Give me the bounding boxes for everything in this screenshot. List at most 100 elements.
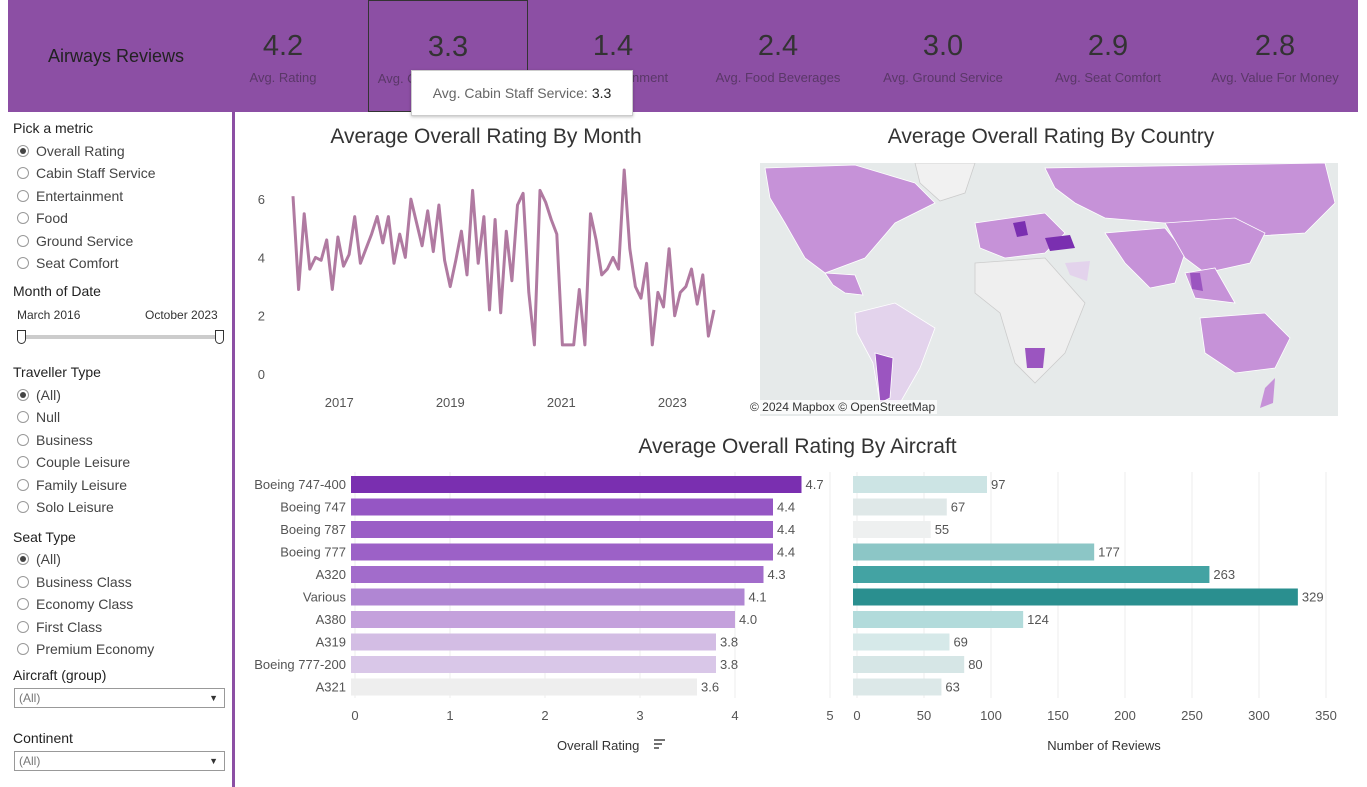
rating-bar[interactable]: [351, 611, 735, 628]
kpi-ground-service[interactable]: 3.0 Avg. Ground Service: [863, 0, 1023, 112]
kpi-seat-comfort[interactable]: 2.9 Avg. Seat Comfort: [1028, 0, 1188, 112]
seat-option-premium-economy[interactable]: Premium Economy: [17, 641, 154, 657]
rating-data-label: 4.1: [749, 590, 767, 605]
kpi-food-beverages[interactable]: 2.4 Avg. Food Beverages: [698, 0, 858, 112]
reviews-bar[interactable]: [853, 588, 1298, 606]
aircraft-category-label: Boeing 777-200: [254, 657, 346, 672]
reviews-bar[interactable]: [853, 566, 1210, 583]
radio-icon: [17, 434, 29, 446]
month-chart-title: Average Overall Rating By Month: [330, 125, 642, 148]
traveller-option-family-leisure[interactable]: Family Leisure: [17, 477, 127, 493]
x-tick-label: 2021: [547, 395, 576, 410]
rating-data-label: 3.8: [720, 657, 738, 672]
radio-label: Cabin Staff Service: [36, 165, 156, 181]
rating-bar[interactable]: [351, 521, 773, 538]
y-tick-label: 6: [258, 192, 265, 207]
x-tick-label: 100: [980, 708, 1002, 723]
radio-label: Food: [36, 210, 68, 226]
radio-icon: [17, 621, 29, 633]
rating-data-label: 3.8: [720, 635, 738, 650]
seat-option-all[interactable]: (All): [17, 551, 61, 567]
radio-icon: [17, 598, 29, 610]
metric-option-overall-rating[interactable]: Overall Rating: [17, 143, 125, 159]
month-line-chart[interactable]: 0 2 4 6 2017 2019 2021 2023: [240, 160, 730, 415]
seat-option-business-class[interactable]: Business Class: [17, 574, 132, 590]
radio-label: Business Class: [36, 574, 132, 590]
kpi-value-for-money[interactable]: 2.8 Avg. Value For Money: [1195, 0, 1355, 112]
rating-bar[interactable]: [351, 656, 716, 673]
rating-data-label: 4.4: [777, 545, 795, 560]
rating-bar[interactable]: [351, 498, 773, 516]
reviews-bar[interactable]: [853, 656, 965, 673]
radio-label: Family Leisure: [36, 477, 128, 493]
kpi-label: Avg. Value For Money: [1211, 70, 1339, 85]
radio-icon: [17, 212, 29, 224]
north-america-shape: [764, 164, 936, 274]
turkey-shape: [1045, 235, 1075, 251]
seat-option-economy-class[interactable]: Economy Class: [17, 596, 133, 612]
slider-start-handle[interactable]: [17, 330, 26, 344]
tooltip-label: Avg. Cabin Staff Service:: [432, 85, 588, 101]
rating-bar[interactable]: [351, 566, 764, 583]
radio-icon: [17, 235, 29, 247]
date-range-slider[interactable]: [19, 335, 222, 339]
slider-end-handle[interactable]: [215, 330, 224, 344]
rating-bar[interactable]: [351, 543, 773, 561]
rating-line-series[interactable]: [291, 168, 716, 347]
aircraft-category-label: Various: [303, 590, 347, 605]
reviews-bar[interactable]: [853, 633, 950, 651]
aircraft-category-label: A321: [316, 680, 346, 695]
reviews-bar[interactable]: [853, 476, 987, 493]
traveller-option-business[interactable]: Business: [17, 432, 93, 448]
rating-bar[interactable]: [351, 588, 745, 606]
metric-option-entertainment[interactable]: Entertainment: [17, 188, 123, 204]
map-margin: [1338, 163, 1357, 416]
reviews-bar[interactable]: [853, 543, 1095, 561]
x-tick-label: 300: [1248, 708, 1270, 723]
aircraft-bar-charts[interactable]: Boeing 747-400 4.7 97 Boeing 747 4.4 67 Boeing…: [240, 468, 1360, 768]
rating-bar[interactable]: [351, 678, 697, 696]
rating-bar[interactable]: [351, 476, 802, 493]
continent-select[interactable]: (All) ▼: [14, 751, 225, 771]
sort-icon[interactable]: [654, 739, 665, 749]
reviews-bar[interactable]: [853, 611, 1024, 628]
radio-label: Economy Class: [36, 596, 134, 612]
x-tick-label: 250: [1181, 708, 1203, 723]
kpi-label: Avg. Rating: [249, 70, 317, 85]
traveller-option-couple-leisure[interactable]: Couple Leisure: [17, 454, 130, 470]
aircraft-select[interactable]: (All) ▼: [14, 688, 225, 708]
seat-option-first-class[interactable]: First Class: [17, 619, 102, 635]
rating-bar[interactable]: [351, 633, 716, 651]
metric-option-ground-service[interactable]: Ground Service: [17, 233, 133, 249]
reviews-bar[interactable]: [853, 678, 942, 696]
reviews-bar[interactable]: [853, 498, 947, 516]
south-america-shape: [854, 302, 936, 404]
radio-label: Overall Rating: [36, 143, 125, 159]
x-tick-label: 350: [1315, 708, 1337, 723]
x-tick-label: 2023: [658, 395, 687, 410]
kpi-value: 4.2: [262, 30, 304, 62]
metric-option-food[interactable]: Food: [17, 210, 68, 226]
reviews-bar[interactable]: [853, 521, 931, 538]
africa-shape: [974, 257, 1086, 384]
radio-selected-icon: [17, 145, 29, 157]
radio-icon: [17, 190, 29, 202]
metric-option-cabin-staff[interactable]: Cabin Staff Service: [17, 165, 156, 181]
sidebar-divider: [232, 112, 235, 787]
rating-data-label: 4.7: [806, 477, 824, 492]
traveller-option-null[interactable]: Null: [17, 409, 60, 425]
radio-selected-icon: [17, 553, 29, 565]
china-shape: [1164, 217, 1266, 274]
traveller-option-solo-leisure[interactable]: Solo Leisure: [17, 499, 114, 515]
south-africa-shape: [1025, 348, 1045, 368]
x-tick-label: 2: [541, 708, 548, 723]
aircraft-category-label: Boeing 777: [280, 545, 346, 560]
metric-option-seat-comfort[interactable]: Seat Comfort: [17, 255, 118, 271]
country-map[interactable]: © 2024 Mapbox © OpenStreetMap: [745, 163, 1357, 416]
aircraft-category-label: A319: [316, 635, 346, 650]
traveller-option-all[interactable]: (All): [17, 387, 61, 403]
kpi-avg-rating[interactable]: 4.2 Avg. Rating: [203, 0, 363, 112]
seat-filter-label: Seat Type: [13, 529, 76, 545]
radio-label: Business: [36, 432, 93, 448]
dropdown-caret-icon: ▼: [209, 693, 218, 703]
